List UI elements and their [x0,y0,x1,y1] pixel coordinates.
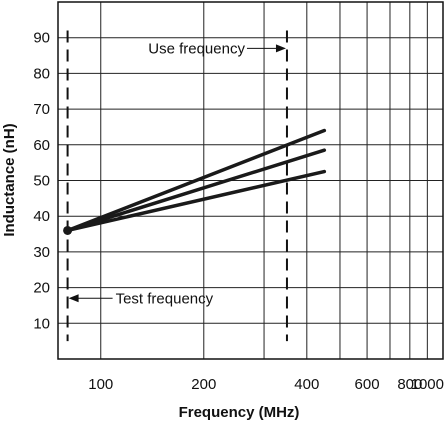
x-tick-label-1000: 1000 [411,376,444,393]
y-tick-label-90: 90 [33,30,50,47]
y-tick-label-80: 80 [33,65,50,82]
use-frequency-arrow-head [275,44,286,53]
y-tick-label-60: 60 [33,137,50,154]
y-axis-title: Inductance (nH) [1,123,18,236]
y-tick-label-40: 40 [33,208,50,225]
reference-lines [66,30,288,342]
y-tick-label-30: 30 [33,244,50,261]
y-axis-ticks: 10 20 30 40 50 60 70 80 90 [33,30,50,333]
y-tick-label-70: 70 [33,101,50,118]
y-tick-label-10: 10 [33,315,50,332]
y-tick-label-20: 20 [33,280,50,297]
annotation-use-frequency: Use frequency [148,40,245,57]
x-tick-label-400: 400 [294,376,319,393]
series-line-3 [65,169,327,233]
series-group [63,128,327,235]
x-axis-title: Frequency (MHz) [179,404,300,421]
series-line-2 [65,148,327,233]
annotation-test-frequency: Test frequency [116,290,214,307]
annotations: Use frequency Test frequency [68,40,286,307]
series-line-1 [65,128,327,233]
x-tick-label-100: 100 [88,376,113,393]
x-tick-label-600: 600 [355,376,380,393]
plot-frame [57,1,444,360]
start-point-marker [63,225,73,235]
test-frequency-arrow-head [68,294,79,303]
x-tick-label-200: 200 [191,376,216,393]
x-tick-label-800: 800 [397,376,422,393]
y-tick-label-50: 50 [33,173,50,190]
